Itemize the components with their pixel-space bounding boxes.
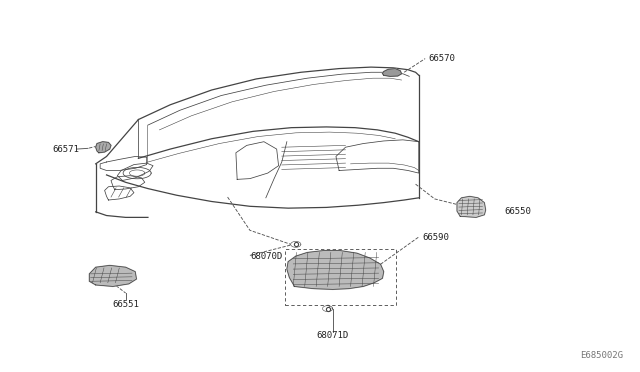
Text: 66590: 66590 — [422, 233, 449, 242]
Text: 66571: 66571 — [52, 145, 79, 154]
Text: 68070D: 68070D — [250, 251, 282, 261]
Text: 68071D: 68071D — [317, 331, 349, 340]
Polygon shape — [90, 265, 136, 286]
Text: 66550: 66550 — [505, 207, 532, 217]
Polygon shape — [96, 142, 111, 153]
Polygon shape — [457, 196, 486, 217]
Text: 66551: 66551 — [112, 300, 139, 309]
Polygon shape — [287, 251, 384, 289]
Text: E685002G: E685002G — [580, 350, 623, 360]
Polygon shape — [383, 68, 401, 76]
Text: 66570: 66570 — [428, 54, 455, 63]
